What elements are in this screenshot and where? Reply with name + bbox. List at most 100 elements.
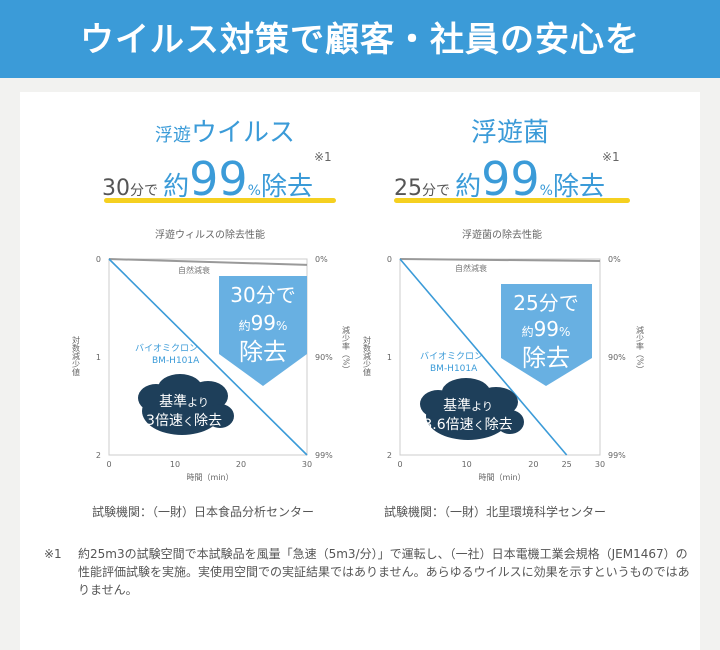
chart-virus: 浮遊ウィルスの除去性能 30分で 約99% 除去 自然減衰 バイオミクロン BM… (72, 228, 351, 482)
claim-underline (394, 198, 630, 203)
heading-main: 浮遊菌 (470, 118, 549, 148)
claim-underline (104, 198, 336, 203)
product-line (399, 258, 568, 456)
cloud-ku: く (183, 415, 194, 428)
panel-heading-bacteria: 浮遊菌 (400, 112, 620, 149)
footnote: ※1 約25m3の試験空間で本試験品を風量「急速（5m3/分）」で運転し、（一社… (44, 545, 694, 599)
natural-decay-label: 自然減衰 (178, 265, 210, 275)
callout-pct-sign: % (276, 319, 287, 333)
x-axis-label: 時間（min） (186, 473, 233, 482)
panel-heading-virus: 浮遊ウイルス (110, 112, 340, 149)
cloud-speed: 3.6倍速 (423, 417, 473, 433)
x-tick-label: 10 (170, 460, 180, 469)
cloud-removal: 除去 (485, 417, 513, 433)
x-tick-label: 10 (462, 460, 472, 469)
y-tick-label: 1 (96, 353, 101, 362)
cloud-basis: 基準 (159, 393, 187, 410)
y-right-tick-label: 99% (608, 451, 626, 460)
cloud-than: より (471, 400, 493, 413)
cloud-line2: 3倍速く除去 (146, 413, 222, 429)
claim-bacteria: 25分で 約99%除去 (394, 152, 605, 206)
callout-pct: 99 (534, 317, 559, 341)
claim-pct-sign: % (247, 183, 261, 199)
series-label-line1: バイオミクロン (420, 351, 483, 362)
claim-pct: 99 (189, 152, 248, 206)
x-tick-label: 0 (106, 460, 111, 469)
callout-line1: 25分で (513, 291, 578, 315)
chart-marks (108, 258, 308, 456)
claim-tail: 除去 (260, 172, 313, 202)
x-tick-label: 20 (528, 460, 538, 469)
header-banner (0, 0, 720, 78)
y-axis-left-label: 対数減少値 (72, 335, 81, 377)
callout-pct: 99 (251, 311, 276, 335)
note-mark: ※1 (602, 150, 620, 164)
y-right-tick-label: 90% (608, 353, 626, 362)
series-label-line2: BM-H101A (152, 356, 200, 366)
y-right-tick-label: 0% (608, 255, 621, 264)
callout-line3: 除去 (239, 338, 287, 366)
cloud-line1: 基準より (159, 393, 209, 410)
series-label-line1: バイオミクロン (135, 343, 198, 354)
claim-min-suffix: 分で (422, 183, 450, 199)
claim-min-suffix: 分で (130, 183, 158, 199)
cloud-ku: く (474, 419, 485, 432)
cloud-than: より (187, 396, 209, 409)
callout-approx: 約 (522, 324, 534, 339)
plot-frame (108, 258, 308, 456)
y-axis-left-label: 対数減少値 (363, 335, 372, 377)
cloud-line1: 基準より (443, 397, 493, 414)
x-axis-label: 時間（min） (478, 473, 525, 482)
natural-decay-label: 自然減衰 (455, 263, 487, 273)
cloud-speed: 3倍速 (146, 413, 183, 429)
y-tick-label: 2 (387, 451, 392, 460)
y-axis-right-label: 減少率（%） (636, 325, 645, 374)
cloud-line2: 3.6倍速く除去 (423, 417, 512, 433)
test-institution: 試験機関：（一財）北里環境科学センター (384, 505, 607, 519)
claim-minutes: 25 (394, 176, 422, 201)
x-tick-label: 30 (595, 460, 605, 469)
series-label-line2: BM-H101A (430, 364, 478, 374)
test-institution: 試験機関：（一財）日本食品分析センター (92, 505, 315, 519)
y-tick-label: 1 (387, 353, 392, 362)
callout-approx: 約 (239, 318, 251, 333)
x-tick-label: 30 (302, 460, 312, 469)
y-right-tick-label: 0% (315, 255, 328, 264)
y-tick-label: 0 (387, 255, 392, 264)
y-axis-right-label: 減少率（%） (342, 325, 351, 374)
footnote-text: 約25m3の試験空間で本試験品を風量「急速（5m3/分）」で運転し、（一社）日本… (78, 547, 690, 597)
claim-tail: 除去 (552, 172, 605, 202)
note-mark: ※1 (314, 150, 332, 164)
claim-minutes: 30 (102, 176, 130, 201)
claim-pct-sign: % (539, 183, 553, 199)
callout-box: 30分で 約99% 除去 (219, 276, 307, 386)
y-right-tick-label: 99% (315, 451, 333, 460)
chart-title: 浮遊ウィルスの除去性能 (155, 228, 265, 241)
footnote-mark: ※1 (44, 547, 62, 561)
claim-virus: 30分で 約99%除去 (102, 152, 313, 206)
y-tick-label: 0 (96, 255, 101, 264)
cloud-basis: 基準 (443, 397, 471, 414)
chart-marks (399, 258, 601, 456)
callout-line3: 除去 (522, 344, 570, 372)
product-line (108, 258, 308, 456)
natural-decay-line (108, 258, 308, 266)
page-title: ウイルス対策で顧客・社員の安心を (80, 20, 640, 60)
heading-main: ウイルス (190, 118, 295, 148)
content-card (20, 92, 700, 650)
chart-bacteria: 浮遊菌の除去性能 25分で 約99% 除去 自然減衰 バイオミクロン BM-H1… (363, 228, 645, 482)
heading-prefix: 浮遊 (154, 125, 191, 146)
callout-line1: 30分で (230, 283, 295, 307)
cloud-badge: 基準より 3倍速く除去 (138, 374, 234, 435)
callout-box: 25分で 約99% 除去 (501, 284, 592, 386)
callout-line2: 約99% (522, 317, 571, 341)
x-tick-label: 20 (236, 460, 246, 469)
claim-pct: 99 (481, 152, 540, 206)
claim-approx: 約 (163, 172, 190, 202)
natural-decay-line (399, 258, 601, 262)
callout-pct-sign: % (559, 325, 570, 339)
y-tick-label: 2 (96, 451, 101, 460)
cloud-badge: 基準より 3.6倍速く除去 (420, 378, 524, 440)
y-right-tick-label: 90% (315, 353, 333, 362)
cloud-removal: 除去 (194, 413, 222, 429)
